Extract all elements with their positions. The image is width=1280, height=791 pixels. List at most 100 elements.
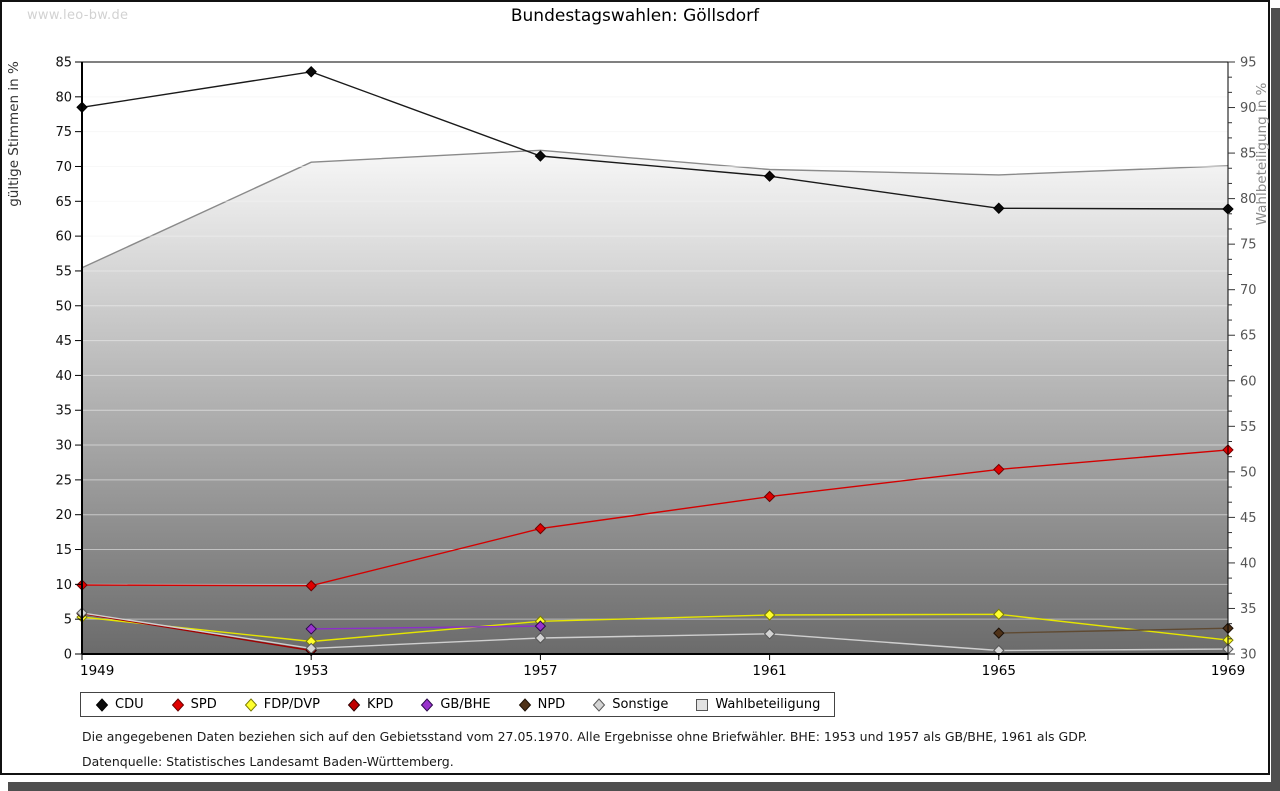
- watermark: www.leo-bw.de: [27, 8, 129, 23]
- y-left-tick-label: 75: [55, 125, 72, 140]
- legend-item-sonstige: Sonstige: [592, 697, 668, 712]
- point-spd-1953[interactable]: [305, 580, 317, 592]
- footnote-source: Datenquelle: Statistisches Landesamt Bad…: [82, 754, 454, 769]
- y-left-tick-label: 15: [55, 543, 72, 558]
- y-left-tick-label: 20: [55, 508, 72, 523]
- legend-item-wahlbeteiligung: Wahlbeteiligung: [695, 697, 820, 712]
- point-fdp-dvp-1965[interactable]: [993, 608, 1005, 621]
- page-title: Bundestagswahlen: Göllsdorf: [510, 6, 760, 26]
- sonstige-diamond-icon: [593, 697, 606, 712]
- series-gb-bhe: [305, 620, 547, 635]
- legend-label: Wahlbeteiligung: [715, 697, 821, 712]
- point-cdu-1957[interactable]: [534, 150, 547, 162]
- legend-label: FDP/DVP: [263, 697, 320, 712]
- y-right-tick-label: 60: [1240, 374, 1257, 389]
- spd-diamond-icon: [171, 697, 184, 712]
- legend-item-gb-bhe: GB/BHE: [420, 697, 491, 712]
- series-line-sonstige: [81, 612, 1229, 652]
- y-right-tick-label: 90: [1240, 101, 1257, 116]
- y-left-tick-label: 85: [55, 56, 72, 71]
- legend-item-spd: SPD: [171, 697, 217, 712]
- cdu-diamond-icon: [95, 697, 109, 712]
- x-tick-label-1949: 1949: [80, 663, 114, 679]
- series-line-wahlbeteiligung: [81, 149, 1229, 269]
- y-left-tick-label: 40: [55, 369, 72, 384]
- series-line-kpd: [81, 612, 312, 652]
- y-right-tick-label: 40: [1240, 556, 1257, 571]
- y-right-tick-label: 50: [1240, 465, 1257, 480]
- legend-item-kpd: KPD: [347, 697, 393, 712]
- y-left-tick-label: 25: [55, 473, 72, 488]
- y-left-tick-label: 35: [55, 404, 72, 419]
- legend-item-cdu: CDU: [95, 697, 144, 712]
- election-chart: 0 5 10 15 20 25 30 35 40 45 50 55 60 65 70 75 80 85 30 35 40…: [6, 56, 1270, 680]
- y-right-tick-label: 45: [1240, 511, 1257, 526]
- y-left-tick-label: 10: [55, 578, 72, 593]
- y-left-tick-label: 80: [55, 90, 72, 105]
- y-right-tick-label: 85: [1240, 147, 1257, 162]
- y-right-tick-label: 70: [1240, 283, 1257, 298]
- y-right-tick-label: 55: [1240, 420, 1257, 435]
- legend-item-npd: NPD: [518, 697, 566, 712]
- y-left-tick-label: 65: [55, 195, 72, 210]
- point-cdu-1961[interactable]: [763, 170, 776, 182]
- y-right-axis-title: Wahlbeteiligung in %: [1254, 82, 1270, 225]
- x-tick-label-1965: 1965: [982, 663, 1016, 679]
- x-axis: 1949 1953 1957 1961 1965 1969: [80, 654, 1245, 679]
- point-cdu-1953[interactable]: [305, 66, 317, 78]
- x-tick-label-1969: 1969: [1211, 663, 1245, 679]
- y-axis-right: 30 35 40 45 50 55 60 65 70 75 80 85 90 95: [1228, 56, 1257, 663]
- footnote-note: Die angegebenen Daten beziehen sich auf …: [82, 729, 1088, 744]
- chart-frame: www.leo-bw.de Bundestagswahlen: Göllsdor…: [0, 0, 1270, 775]
- npd-diamond-icon: [518, 697, 531, 712]
- series-line-npd: [998, 627, 1229, 634]
- y-right-tick-label: 75: [1240, 238, 1257, 253]
- point-spd-1965[interactable]: [993, 463, 1005, 476]
- point-fdp-dvp-1961[interactable]: [763, 609, 776, 621]
- y-right-tick-label: 65: [1240, 329, 1257, 344]
- x-tick-label-1957: 1957: [523, 663, 557, 679]
- wahlbeteiligung-square-icon: [696, 698, 709, 711]
- series-line-gb-bhe: [311, 625, 541, 630]
- y-left-tick-label: 55: [55, 264, 72, 279]
- y-left-tick-label: 5: [64, 613, 72, 628]
- legend-label: GB/BHE: [440, 697, 491, 712]
- y-right-tick-label: 30: [1240, 648, 1257, 663]
- series-area-wahlbeteiligung: [82, 150, 1228, 655]
- x-tick-label-1961: 1961: [752, 663, 786, 679]
- legend-label: Sonstige: [612, 697, 669, 712]
- y-left-tick-label: 30: [55, 439, 72, 454]
- y-left-tick-label: 70: [55, 160, 72, 175]
- frame-shadow-right: [1271, 8, 1280, 791]
- fdp-dvp-diamond-icon: [244, 697, 257, 712]
- y-left-axis-title: gültige Stimmen in %: [6, 61, 22, 207]
- point-cdu-1965[interactable]: [993, 202, 1005, 214]
- y-left-tick-label: 0: [64, 648, 72, 663]
- x-tick-label-1953: 1953: [294, 663, 328, 679]
- point-gb-bhe-1953[interactable]: [305, 623, 317, 635]
- series-cdu: [76, 66, 1234, 215]
- y-left-tick-label: 45: [55, 334, 72, 349]
- y-left-tick-label: 50: [55, 299, 72, 314]
- series-line-cdu: [81, 71, 1229, 210]
- legend-label: SPD: [190, 697, 217, 712]
- series-line-fdp-dvp: [81, 613, 1229, 643]
- legend-item-fdp-dvp: FDP/DVP: [244, 697, 320, 712]
- point-spd-1961[interactable]: [763, 490, 776, 503]
- series-line-spd: [81, 449, 1229, 587]
- legend-label: CDU: [115, 697, 144, 712]
- legend: CDU SPD FDP/DVP KPD GB/BHE NPD Sonstige Wahlbet…: [80, 692, 836, 717]
- y-left-tick-label: 60: [55, 230, 72, 245]
- y-right-tick-label: 80: [1240, 192, 1257, 207]
- point-gb-bhe-1957[interactable]: [534, 620, 547, 632]
- y-right-tick-label: 35: [1240, 602, 1257, 617]
- point-npd-1965[interactable]: [993, 627, 1005, 639]
- y-right-tick-label: 95: [1240, 56, 1257, 71]
- legend-label: NPD: [537, 697, 566, 712]
- gb-bhe-diamond-icon: [421, 697, 434, 712]
- point-sonstige-1957[interactable]: [534, 632, 547, 644]
- point-spd-1957[interactable]: [534, 522, 547, 535]
- legend-label: KPD: [366, 697, 394, 712]
- kpd-diamond-icon: [347, 697, 361, 712]
- point-sonstige-1961[interactable]: [763, 628, 776, 640]
